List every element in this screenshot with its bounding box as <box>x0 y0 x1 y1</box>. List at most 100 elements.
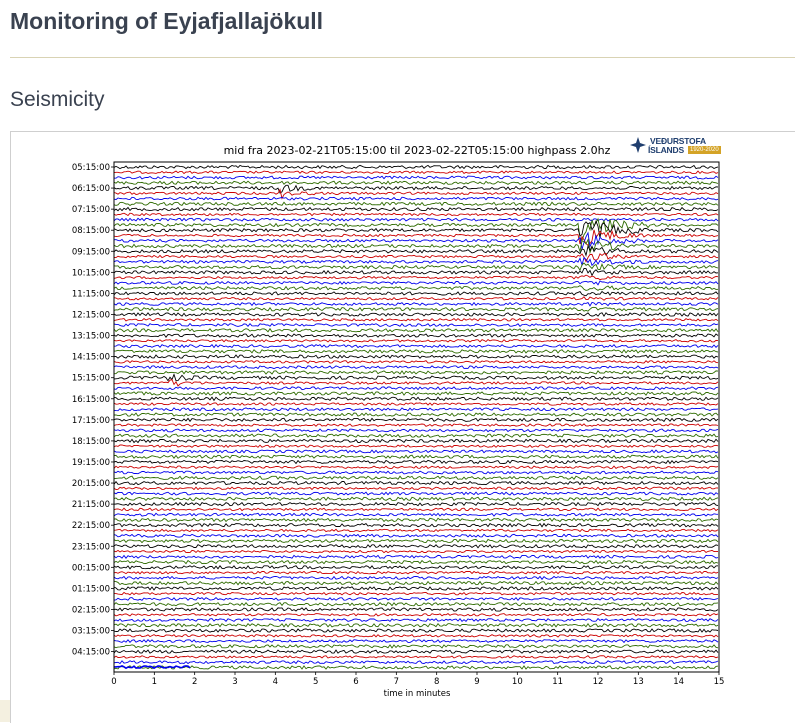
seismic-trace <box>113 349 719 354</box>
x-tick-label: 4 <box>273 677 278 687</box>
x-tick-label: 7 <box>394 677 399 687</box>
x-tick-label: 0 <box>111 677 116 687</box>
seismic-trace <box>113 554 719 559</box>
x-tick-label: 14 <box>673 677 684 687</box>
y-tick-label: 21:15:00 <box>72 500 110 510</box>
seismic-trace <box>113 465 719 469</box>
seismic-trace <box>113 391 719 396</box>
seismic-trace <box>113 175 719 180</box>
x-tick-label: 8 <box>434 677 439 687</box>
x-tick-label: 6 <box>353 677 358 687</box>
y-tick-label: 11:15:00 <box>72 289 110 299</box>
seismic-trace <box>113 217 719 242</box>
seismic-trace <box>113 312 719 317</box>
y-tick-label: 06:15:00 <box>72 184 110 194</box>
seismic-trace <box>113 559 719 565</box>
x-axis: 0 1 2 3 4 5 6 7 8 9 10 11 12 13 14 15 <box>111 672 724 687</box>
seismic-trace <box>113 379 719 387</box>
seismic-trace <box>113 570 719 575</box>
seismic-trace <box>113 339 719 343</box>
x-tick-label: 15 <box>714 677 725 687</box>
divider <box>10 57 795 58</box>
seismic-trace <box>113 231 719 250</box>
y-tick-label: 09:15:00 <box>72 247 110 257</box>
seismic-trace <box>113 486 719 491</box>
seismic-trace <box>113 212 719 217</box>
y-tick-label: 07:15:00 <box>72 205 110 215</box>
seismic-trace <box>113 219 719 239</box>
logo-line2: ÍSLANDS <box>648 145 684 155</box>
y-tick-label: 02:15:00 <box>72 605 110 615</box>
seismic-trace <box>113 628 719 633</box>
seismic-trace <box>113 565 719 570</box>
y-tick-label: 13:15:00 <box>72 332 110 342</box>
seismic-trace <box>114 580 719 586</box>
x-tick-label: 13 <box>633 677 644 687</box>
y-tick-label: 22:15:00 <box>72 521 110 531</box>
seismic-trace <box>113 533 719 538</box>
x-tick-label: 1 <box>152 677 157 687</box>
seismic-trace <box>113 634 719 638</box>
seismic-trace <box>113 575 719 581</box>
seismic-trace <box>113 164 719 170</box>
seismic-trace <box>113 229 719 246</box>
seismic-trace <box>113 417 719 423</box>
y-tick-label: 23:15:00 <box>72 542 110 552</box>
y-tick-label: 12:15:00 <box>72 310 110 320</box>
seismic-trace <box>113 360 719 364</box>
seismic-trace <box>113 649 719 654</box>
x-tick-label: 12 <box>593 677 604 687</box>
seismic-trace <box>113 617 719 623</box>
seismic-trace <box>114 591 719 596</box>
seismic-trace <box>113 433 719 438</box>
y-tick-label: 05:15:00 <box>72 163 110 173</box>
seismic-trace <box>113 607 719 612</box>
y-tick-label: 20:15:00 <box>72 479 110 489</box>
seismic-trace <box>113 423 719 427</box>
seismic-trace <box>113 170 719 175</box>
page-title: Monitoring of Eyjafjallajökull <box>10 8 324 34</box>
seismic-trace <box>113 660 719 665</box>
seismic-trace <box>113 507 719 512</box>
y-tick-label: 17:15:00 <box>72 416 110 426</box>
seismic-trace <box>113 444 719 449</box>
seismic-trace <box>113 396 719 402</box>
seismic-trace <box>113 622 719 628</box>
seismic-trace <box>113 196 719 201</box>
x-tick-label: 11 <box>552 677 563 687</box>
seismic-trace <box>113 365 719 370</box>
logo-line1: VEÐURSTOFA <box>650 136 706 146</box>
y-tick-label: 15:15:00 <box>72 374 110 384</box>
y-tick-label: 00:15:00 <box>72 563 110 573</box>
seismic-trace <box>114 412 719 417</box>
plot-frame <box>113 161 720 673</box>
x-tick-label: 10 <box>512 677 523 687</box>
seismic-trace <box>113 586 719 591</box>
seismic-trace <box>113 644 719 649</box>
seismic-trace <box>113 268 719 277</box>
seismic-trace <box>113 454 719 459</box>
seismic-trace <box>113 655 719 659</box>
x-tick-label: 5 <box>313 677 318 687</box>
y-tick-labels: 05:15:00 06:15:00 07:15:00 08:15:00 09:15:00… <box>72 163 114 658</box>
seismic-trace <box>113 459 719 465</box>
seismic-trace <box>113 333 719 338</box>
seismic-trace <box>113 528 719 533</box>
y-tick-label: 16:15:00 <box>72 395 110 405</box>
seismic-trace <box>113 253 719 263</box>
y-tick-label: 10:15:00 <box>72 268 110 278</box>
seismic-trace <box>113 517 719 523</box>
y-tick-label: 19:15:00 <box>72 458 110 468</box>
y-tick-label: 04:15:00 <box>72 648 110 658</box>
seismic-trace <box>113 206 719 212</box>
seismic-trace <box>113 475 719 481</box>
seismic-trace <box>113 188 719 200</box>
vedurstofa-logo: VEÐURSTOFA ÍSLANDS 1920-2020 <box>630 136 725 156</box>
seismic-trace <box>113 262 719 272</box>
seismic-trace <box>113 496 719 502</box>
seismic-trace <box>113 180 719 186</box>
seismic-trace <box>113 327 719 333</box>
seismic-trace <box>113 296 719 301</box>
y-tick-label: 14:15:00 <box>72 353 110 363</box>
seismic-trace <box>113 370 719 375</box>
